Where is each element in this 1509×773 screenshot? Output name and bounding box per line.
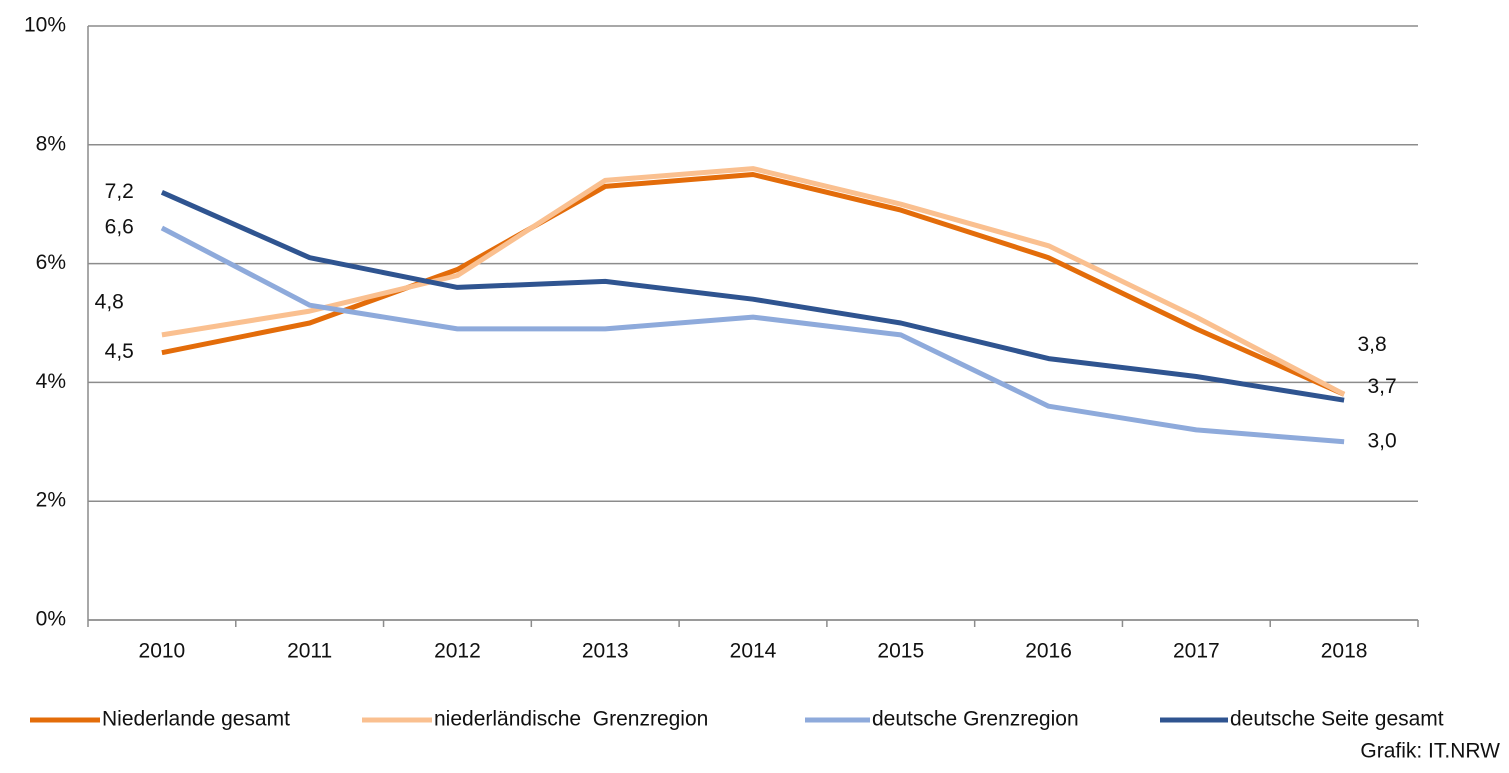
y-tick-label: 4% bbox=[36, 370, 66, 393]
legend-label: deutsche Grenzregion bbox=[872, 708, 1079, 731]
y-tick-label: 6% bbox=[36, 251, 66, 274]
x-tick-label: 2010 bbox=[139, 640, 186, 663]
series-line bbox=[161, 166, 1346, 397]
x-tick-label: 2013 bbox=[582, 640, 629, 663]
data-label: 4,8 bbox=[95, 290, 124, 313]
x-tick-label: 2017 bbox=[1173, 640, 1220, 663]
series-line bbox=[160, 225, 1345, 445]
data-label: 6,6 bbox=[105, 216, 134, 239]
legend-label: deutsche Seite gesamt bbox=[1230, 708, 1444, 731]
x-tick-label: 2014 bbox=[730, 640, 777, 663]
data-label: 3,7 bbox=[1368, 375, 1397, 398]
data-label: 3,0 bbox=[1368, 429, 1397, 452]
x-tick-label: 2016 bbox=[1025, 640, 1072, 663]
legend-label: Niederlande gesamt bbox=[102, 708, 290, 731]
x-tick-label: 2015 bbox=[877, 640, 924, 663]
y-tick-label: 10% bbox=[24, 14, 66, 37]
x-tick-label: 2011 bbox=[287, 640, 332, 663]
x-tick-label: 2018 bbox=[1321, 640, 1368, 663]
y-tick-label: 8% bbox=[36, 132, 66, 155]
data-label: 7,2 bbox=[105, 180, 134, 203]
legend-label: niederländische Grenzregion bbox=[434, 708, 708, 731]
x-tick-label: 2012 bbox=[434, 640, 481, 663]
series-line bbox=[160, 190, 1345, 403]
y-tick-label: 0% bbox=[36, 608, 66, 631]
data-label: 3,8 bbox=[1358, 333, 1387, 356]
data-label: 4,5 bbox=[105, 340, 134, 363]
source-note: Grafik: IT.NRW bbox=[1360, 740, 1500, 763]
y-tick-label: 2% bbox=[36, 489, 66, 512]
series-line bbox=[161, 172, 1346, 397]
